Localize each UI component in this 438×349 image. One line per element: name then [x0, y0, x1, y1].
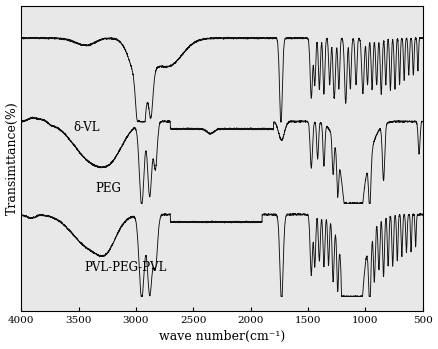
Text: δ-VL: δ-VL: [73, 121, 99, 134]
Y-axis label: Transimttance(%): Transimttance(%): [6, 102, 18, 215]
X-axis label: wave number(cm⁻¹): wave number(cm⁻¹): [159, 331, 285, 343]
Text: PVL-PEG-PVL: PVL-PEG-PVL: [85, 261, 167, 274]
Text: PEG: PEG: [96, 182, 122, 195]
